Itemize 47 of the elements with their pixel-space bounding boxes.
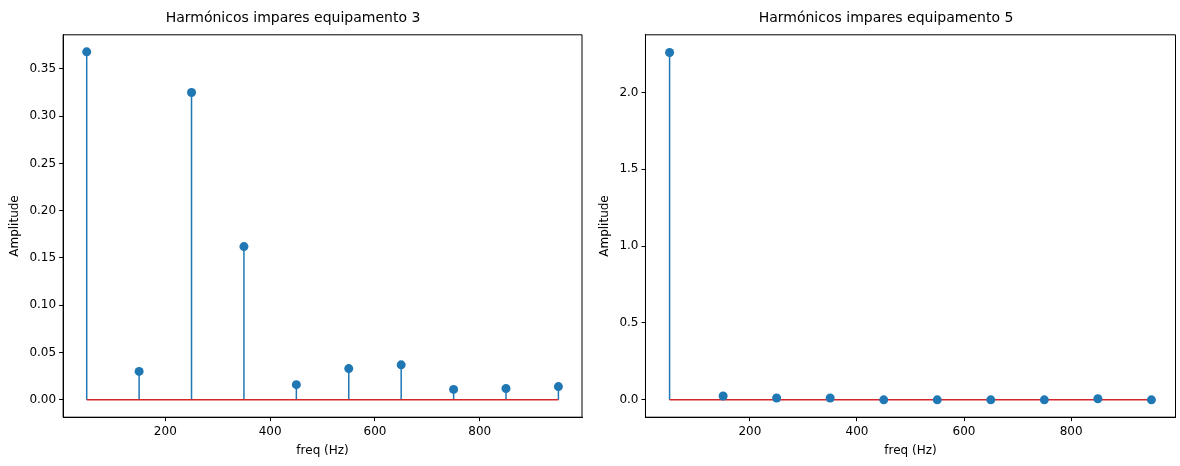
x-axis-title: freq (Hz) [884,442,937,457]
point [344,364,354,374]
chart-title: Harmónicos impares equipamento 5 [758,9,1014,26]
y-tick-label: 2.0 [619,84,639,99]
point [718,391,728,401]
point [553,382,563,392]
y-tick-label: 0.0 [619,391,639,406]
point [1146,395,1156,405]
y-tick-label: 0.25 [29,155,57,170]
y-axis-title: Amplitude [7,195,22,257]
y-tick-label: 1.5 [619,161,639,176]
point [665,47,675,57]
point [825,393,835,403]
chart-title: Harmónicos impares equipamento 3 [165,9,421,26]
x-tick-label: 200 [738,423,762,438]
point [396,360,406,370]
x-axis-title: freq (Hz) [296,442,349,457]
point [134,366,144,376]
y-tick-label: 0.05 [29,344,57,359]
x-tick-label: 800 [468,423,492,438]
y-tick-label: 0.00 [29,391,57,406]
y-tick-label: 1.0 [619,238,639,253]
point [82,47,92,57]
point [1039,395,1049,405]
x-tick-label: 800 [1059,423,1083,438]
y-tick-label: 0.35 [29,60,57,75]
y-tick-label: 0.20 [29,202,57,217]
x-tick-label: 400 [845,423,869,438]
point [291,380,301,390]
point [239,242,249,252]
x-tick-label: 600 [952,423,976,438]
point [879,395,889,405]
y-tick-label: 0.10 [29,297,57,312]
point [932,395,942,405]
point [1093,394,1103,404]
x-tick-label: 400 [258,423,282,438]
point [986,395,996,405]
y-tick-label: 0.15 [29,250,57,265]
y-axis-title: Amplitude [597,195,612,257]
x-tick-label: 600 [363,423,387,438]
point [501,383,511,393]
y-tick-label: 0.30 [29,108,57,123]
point [772,393,782,403]
point [449,384,459,394]
y-tick-label: 0.5 [619,315,639,330]
point [187,87,197,97]
x-tick-label: 200 [153,423,177,438]
